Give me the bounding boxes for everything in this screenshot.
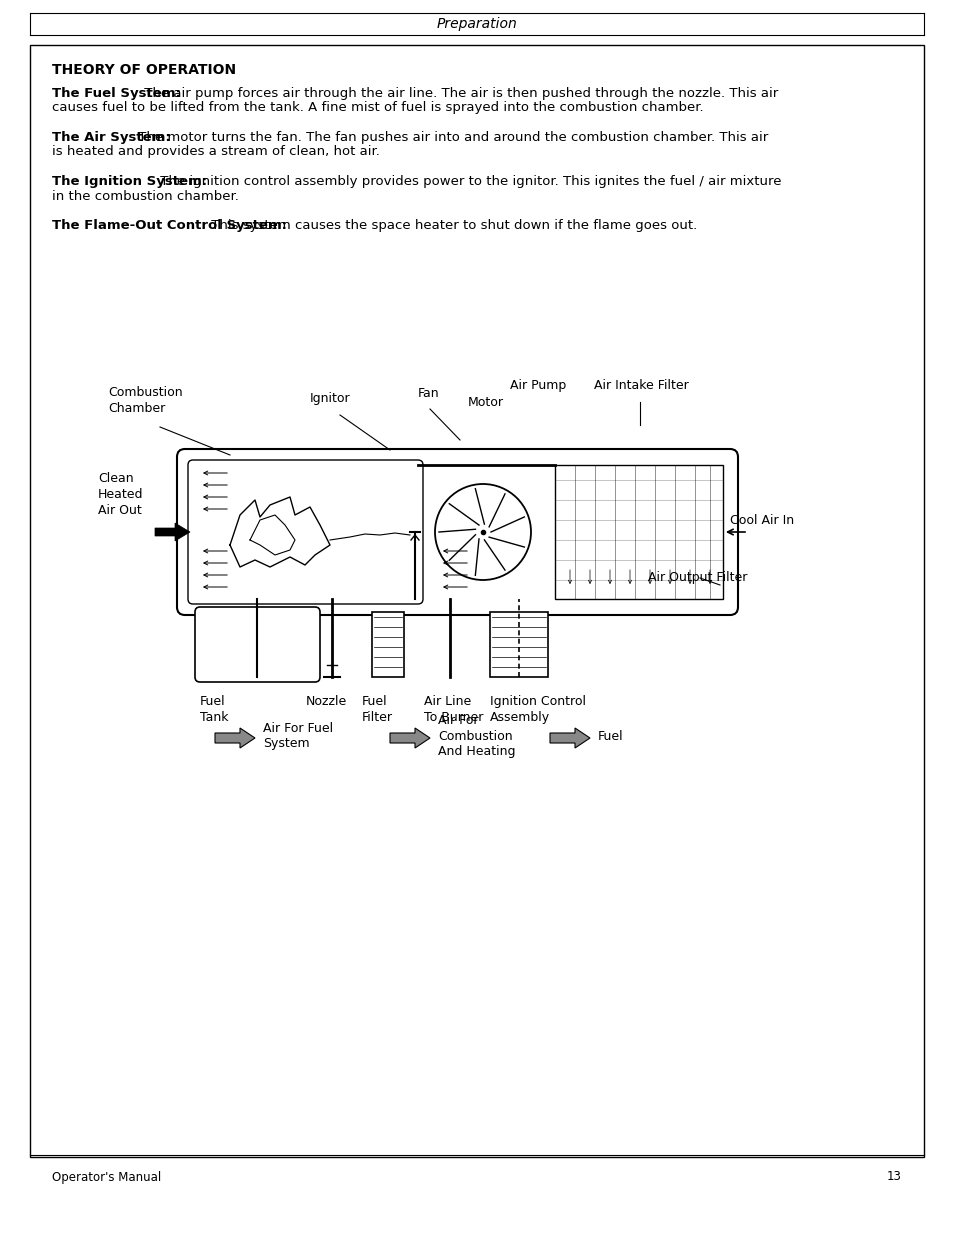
Text: causes fuel to be lifted from the tank. A fine mist of fuel is sprayed into the : causes fuel to be lifted from the tank. … [52, 101, 703, 115]
Text: Motor: Motor [468, 396, 503, 409]
FancyBboxPatch shape [490, 613, 547, 677]
FancyBboxPatch shape [194, 606, 319, 682]
Text: Fuel: Fuel [598, 730, 623, 742]
Text: Fuel
Filter: Fuel Filter [361, 695, 393, 724]
Text: The Flame-Out Control System:: The Flame-Out Control System: [52, 219, 287, 232]
Text: Air For
Combustion
And Heating: Air For Combustion And Heating [437, 714, 515, 758]
Polygon shape [390, 727, 430, 748]
Polygon shape [154, 522, 190, 541]
Text: Fuel
Tank: Fuel Tank [200, 695, 229, 724]
Text: Clean
Heated
Air Out: Clean Heated Air Out [98, 473, 143, 517]
Text: The ignition control assembly provides power to the ignitor. This ignites the fu: The ignition control assembly provides p… [156, 175, 781, 188]
Text: Air Line
To Burner: Air Line To Burner [423, 695, 483, 724]
Text: Preparation: Preparation [436, 17, 517, 31]
Text: THEORY OF OPERATION: THEORY OF OPERATION [52, 63, 236, 77]
Text: Nozzle: Nozzle [306, 695, 347, 708]
FancyBboxPatch shape [372, 613, 403, 677]
Text: Combustion
Chamber: Combustion Chamber [108, 387, 182, 415]
FancyBboxPatch shape [177, 450, 738, 615]
Text: The Fuel System:: The Fuel System: [52, 86, 181, 100]
FancyBboxPatch shape [555, 466, 722, 599]
Text: This system causes the space heater to shut down if the flame goes out.: This system causes the space heater to s… [207, 219, 697, 232]
Text: The Air System:: The Air System: [52, 131, 171, 144]
Text: in the combustion chamber.: in the combustion chamber. [52, 189, 238, 203]
FancyBboxPatch shape [188, 459, 422, 604]
Text: is heated and provides a stream of clean, hot air.: is heated and provides a stream of clean… [52, 146, 379, 158]
Text: The air pump forces air through the air line. The air is then pushed through the: The air pump forces air through the air … [140, 86, 778, 100]
Text: Ignition Control
Assembly: Ignition Control Assembly [490, 695, 585, 724]
Text: Air Output Filter: Air Output Filter [647, 572, 746, 584]
Text: Operator's Manual: Operator's Manual [52, 1171, 161, 1183]
Text: Air Pump: Air Pump [510, 379, 566, 391]
Text: The Ignition System:: The Ignition System: [52, 175, 207, 188]
Text: Cool Air In: Cool Air In [729, 514, 793, 526]
FancyBboxPatch shape [30, 44, 923, 1157]
Text: Ignitor: Ignitor [310, 391, 351, 405]
Text: The motor turns the fan. The fan pushes air into and around the combustion chamb: The motor turns the fan. The fan pushes … [133, 131, 767, 144]
Polygon shape [214, 727, 254, 748]
Text: Fan: Fan [417, 387, 439, 400]
Text: Air For Fuel
System: Air For Fuel System [263, 721, 333, 751]
Text: 13: 13 [886, 1171, 901, 1183]
Polygon shape [550, 727, 589, 748]
Text: Air Intake Filter: Air Intake Filter [594, 379, 688, 391]
